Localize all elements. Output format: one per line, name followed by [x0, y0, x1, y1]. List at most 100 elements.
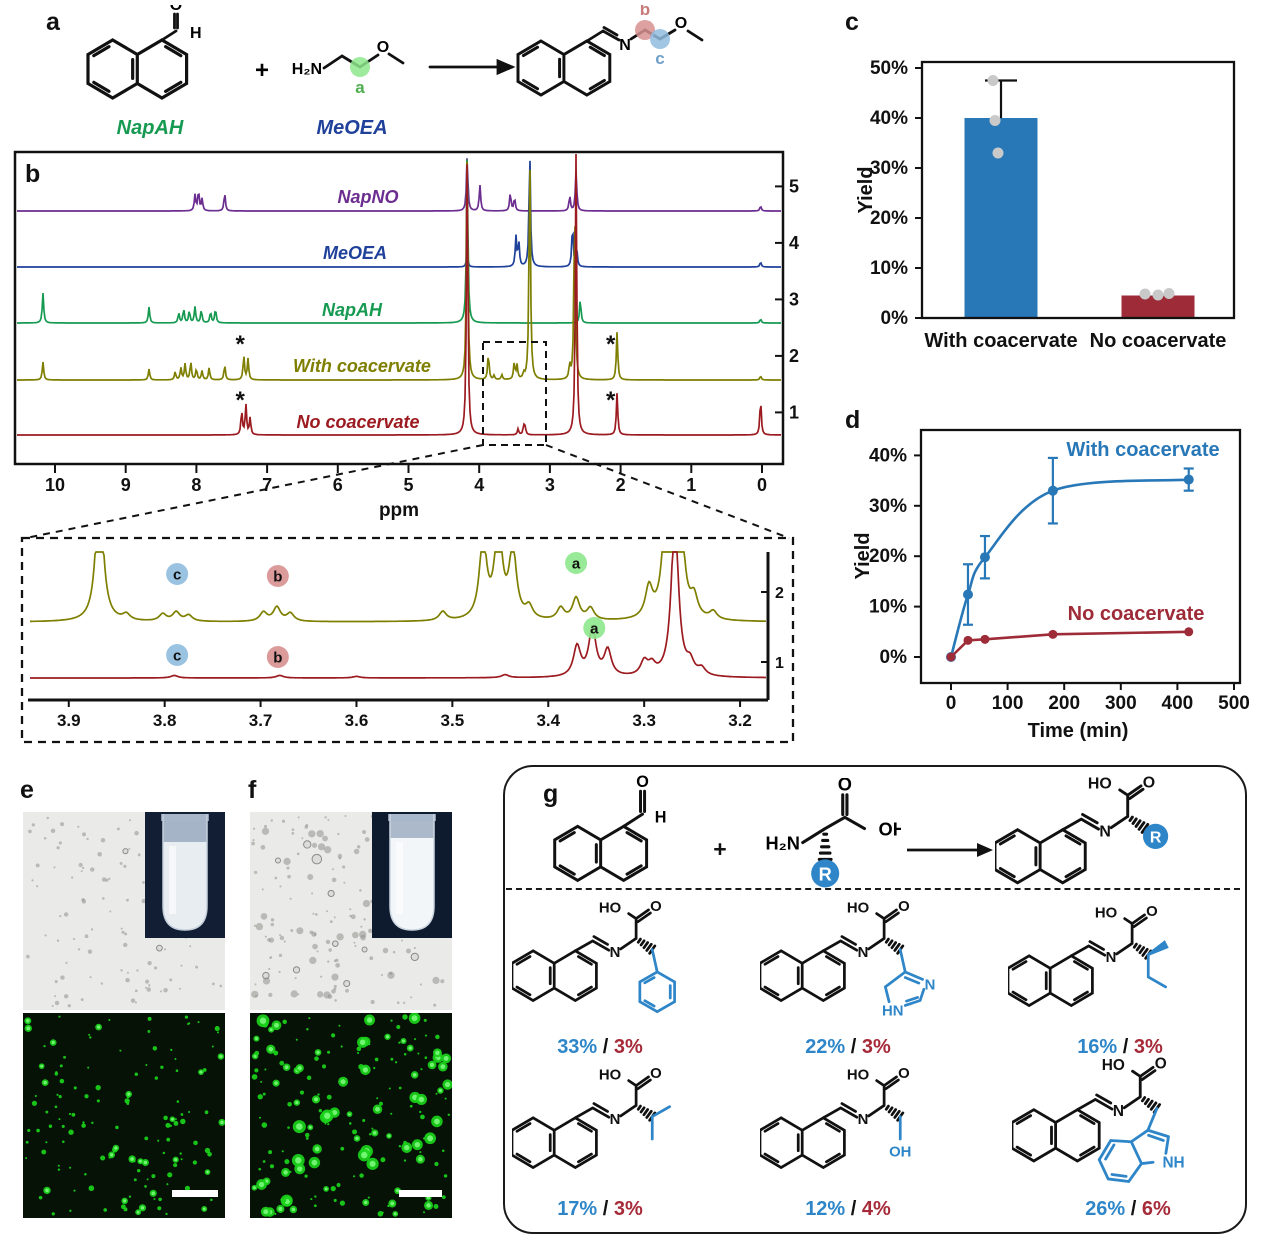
marker-a-circle — [350, 57, 370, 77]
nmr-trace-meoea — [17, 160, 781, 268]
nmr-inset-border — [20, 536, 795, 744]
proton-marker-a — [565, 552, 588, 574]
nmr-x-tick: 1 — [686, 475, 696, 495]
g-product-structure: R — [995, 770, 1169, 903]
inset-x-tick: 3.5 — [441, 711, 465, 730]
kin-curve-with-coacervate — [949, 478, 1189, 658]
inset-trace — [30, 551, 766, 679]
product-tryptophan: NH — [1012, 1052, 1185, 1183]
nmr-right-tick: 2 — [789, 346, 799, 366]
replicate-point — [1163, 288, 1175, 299]
kin-y-tick: 0% — [880, 647, 908, 668]
panel-label-a: a — [46, 8, 60, 36]
product-valine — [512, 1062, 671, 1208]
reaction-arrow — [428, 58, 516, 76]
yield-bar-chart: 0% 10% 20% 30% 40% 50% Yield With coacervate No … — [855, 58, 1236, 352]
nmr-right-tick: 5 — [789, 176, 799, 196]
kin-data-point — [980, 634, 990, 644]
kin-data-point — [962, 589, 973, 600]
nmr-x-tick: 4 — [474, 475, 484, 495]
inset-x-tick: 3.7 — [249, 711, 273, 730]
aldehyde-o-label: O — [636, 775, 649, 791]
panel-label-b: b — [25, 160, 41, 188]
panel-g-box — [503, 765, 1247, 1234]
kin-x-tick: 500 — [1218, 693, 1250, 714]
inset-x-tick: 3.6 — [345, 711, 369, 730]
nmr-x-tick: 0 — [757, 475, 767, 495]
aldehyde-o-label: O — [170, 5, 182, 14]
nmr-trace-with-coacervate — [17, 161, 781, 381]
napah-label: NapAH — [117, 117, 184, 139]
panel-label-f: f — [248, 776, 257, 804]
test-tube-photo-f — [372, 812, 452, 938]
amine-h2n-label: H₂N — [765, 833, 799, 854]
inset-x-tick: 3.2 — [728, 711, 752, 730]
nmr-right-tick: 4 — [789, 233, 799, 253]
product-isoleucine — [1008, 900, 1169, 1046]
acid-oh-label: OH — [879, 819, 901, 840]
kin-y-tick: 40% — [869, 445, 907, 466]
proton-marker-c — [166, 563, 189, 585]
proton-marker-a — [583, 617, 606, 639]
r-group-circle — [1142, 823, 1169, 849]
yield-kinetics-chart: 0 100 200 300 400 500 Time (min) 0% 10% 20% 30% 40%… — [852, 428, 1250, 742]
imidazole-hn-label: HN — [882, 1003, 904, 1019]
nmr-x-tick: 7 — [262, 475, 272, 495]
asterisk-marker: * — [236, 331, 246, 358]
kin-data-point — [1048, 629, 1058, 639]
nmr-x-axis-label: ppm — [379, 500, 419, 521]
svg-text:c: c — [173, 648, 181, 665]
kin-frame — [919, 428, 1242, 685]
plus-sign: + — [255, 57, 269, 84]
panel-label-g: g — [543, 780, 559, 808]
fluorescence-image-f — [250, 1013, 452, 1218]
marker-a-letter: a — [355, 78, 365, 97]
inset-x-tick: 3.8 — [153, 711, 177, 730]
nmr-right-tick: 1 — [789, 402, 799, 422]
marker-c-circle — [650, 29, 670, 49]
inset-right-tick: 1 — [775, 655, 784, 672]
nmr-trace-no-coacervate — [17, 153, 781, 436]
asterisk-marker: * — [606, 331, 616, 358]
kin-data-point — [1184, 627, 1194, 637]
kin-y-tick: 20% — [869, 546, 907, 567]
bar-no-coacervate — [1121, 295, 1195, 318]
kin-x-axis-label: Time (min) — [1028, 720, 1129, 742]
r-group-letter: R — [1150, 829, 1162, 846]
nmr-zoom-box — [482, 341, 547, 446]
replicate-point — [1139, 288, 1151, 300]
bar-category-label: With coacervate — [924, 330, 1077, 352]
nmr-x-tick: 8 — [191, 475, 201, 495]
asterisk-marker: * — [236, 387, 246, 414]
panel-a-reaction-scheme: O H NapAH + H₂N O a MeOEA N O b c — [30, 5, 704, 139]
aldehyde-h-label: H — [190, 25, 202, 42]
svg-text:b: b — [273, 650, 282, 667]
kin-data-point — [946, 652, 956, 662]
nmr-x-tick: 3 — [545, 475, 555, 495]
bar-y-axis-label: Yield — [855, 166, 877, 213]
bar-y-tick: 50% — [870, 58, 908, 79]
proton-marker-b — [266, 565, 289, 587]
g-plus-sign: + — [713, 836, 727, 862]
kin-series-label: With coacervate — [1066, 439, 1219, 461]
test-tube-photo-e — [145, 812, 225, 938]
nmr-trace-label: With coacervate — [293, 356, 431, 376]
kin-series-label: No coacervate — [1068, 603, 1205, 625]
nmr-trace-napno — [17, 158, 781, 212]
nmr-trace-label: No coacervate — [296, 412, 419, 432]
amine-h2n-label: H₂N — [292, 61, 322, 78]
bar-y-tick: 10% — [870, 258, 908, 279]
nmr-right-tick: 3 — [789, 289, 799, 309]
nmr-trace-label: MeOEA — [323, 243, 387, 263]
kin-data-point — [963, 635, 973, 645]
kin-data-point — [979, 552, 990, 563]
replicate-point — [1152, 289, 1164, 301]
yield-text-1: 33% / 3% — [557, 1036, 643, 1058]
replicate-point — [987, 75, 999, 86]
bar-frame — [920, 60, 1236, 320]
yield-text-3: 16% / 3% — [1077, 1036, 1163, 1058]
svg-text:a: a — [590, 621, 599, 638]
yield-text-5: 12% / 4% — [805, 1198, 891, 1220]
nmr-frame — [13, 150, 785, 466]
